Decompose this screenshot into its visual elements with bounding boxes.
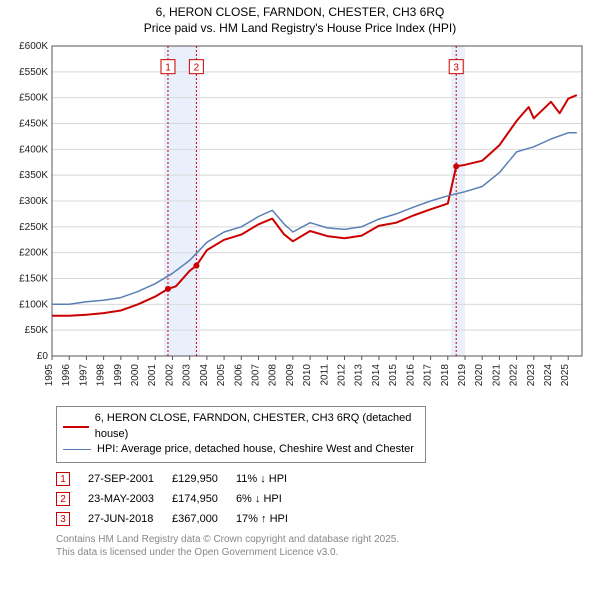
svg-text:2008: 2008	[268, 364, 279, 387]
svg-text:2016: 2016	[405, 364, 416, 387]
attribution-line-1: Contains HM Land Registry data © Crown c…	[56, 533, 592, 546]
svg-text:2012: 2012	[337, 364, 348, 387]
svg-text:2010: 2010	[302, 364, 313, 387]
svg-text:2006: 2006	[233, 364, 244, 387]
svg-text:£500K: £500K	[19, 93, 48, 104]
svg-text:2: 2	[194, 63, 200, 74]
svg-text:2023: 2023	[526, 364, 537, 387]
price-events-table: 1 27-SEP-2001£129,95011% ↓ HPI 2 23-MAY-200…	[56, 469, 306, 529]
event-delta: 6% ↓ HPI	[236, 489, 306, 509]
svg-text:£400K: £400K	[19, 145, 48, 156]
event-price: £129,950	[172, 469, 236, 489]
table-row: 1 27-SEP-2001£129,95011% ↓ HPI	[56, 469, 306, 489]
svg-text:£300K: £300K	[19, 196, 48, 207]
svg-text:2013: 2013	[354, 364, 365, 387]
svg-text:£0: £0	[37, 351, 49, 362]
svg-text:2018: 2018	[440, 364, 451, 387]
table-row: 3 27-JUN-2018£367,00017% ↑ HPI	[56, 509, 306, 529]
legend-swatch	[63, 426, 89, 428]
event-date: 23-MAY-2003	[88, 489, 172, 509]
svg-text:2003: 2003	[182, 364, 193, 387]
svg-text:2005: 2005	[216, 364, 227, 387]
svg-text:1999: 1999	[113, 364, 124, 387]
chart-legend: 6, HERON CLOSE, FARNDON, CHESTER, CH3 6R…	[56, 406, 426, 462]
svg-text:1: 1	[165, 63, 171, 74]
svg-text:2011: 2011	[319, 364, 330, 386]
event-marker: 2	[56, 492, 70, 506]
svg-text:2022: 2022	[509, 364, 520, 387]
chart-title: 6, HERON CLOSE, FARNDON, CHESTER, CH3 6R…	[8, 4, 592, 36]
svg-text:2019: 2019	[457, 364, 468, 387]
svg-text:£200K: £200K	[19, 248, 48, 259]
svg-text:£150K: £150K	[19, 274, 48, 285]
svg-text:1995: 1995	[44, 364, 55, 387]
svg-text:£600K: £600K	[19, 41, 48, 52]
title-line-2: Price paid vs. HM Land Registry's House …	[8, 20, 592, 36]
svg-text:1997: 1997	[78, 364, 89, 387]
svg-text:£550K: £550K	[19, 67, 48, 78]
event-delta: 17% ↑ HPI	[236, 509, 306, 529]
svg-text:3: 3	[453, 63, 459, 74]
svg-text:£450K: £450K	[19, 119, 48, 130]
svg-text:2020: 2020	[474, 364, 485, 387]
event-date: 27-SEP-2001	[88, 469, 172, 489]
svg-text:£50K: £50K	[25, 326, 49, 337]
title-line-1: 6, HERON CLOSE, FARNDON, CHESTER, CH3 6R…	[8, 4, 592, 20]
event-date: 27-JUN-2018	[88, 509, 172, 529]
event-price: £367,000	[172, 509, 236, 529]
svg-text:2021: 2021	[491, 364, 502, 387]
legend-item: HPI: Average price, detached house, Ches…	[63, 442, 419, 457]
svg-text:2001: 2001	[147, 364, 158, 387]
svg-text:2000: 2000	[130, 364, 141, 387]
legend-label: HPI: Average price, detached house, Ches…	[97, 442, 414, 457]
svg-text:2014: 2014	[371, 364, 382, 387]
svg-text:1996: 1996	[61, 364, 72, 387]
svg-text:2004: 2004	[199, 364, 210, 387]
svg-text:2025: 2025	[560, 364, 571, 387]
event-marker: 3	[56, 512, 70, 526]
svg-text:1998: 1998	[96, 364, 107, 387]
event-price: £174,950	[172, 489, 236, 509]
attribution-line-2: This data is licensed under the Open Gov…	[56, 546, 592, 559]
svg-text:2007: 2007	[250, 364, 261, 387]
svg-text:£100K: £100K	[19, 300, 48, 311]
svg-text:2017: 2017	[423, 364, 434, 387]
svg-text:£350K: £350K	[19, 171, 48, 182]
svg-text:2015: 2015	[388, 364, 399, 387]
svg-text:2009: 2009	[285, 364, 296, 387]
attribution-text: Contains HM Land Registry data © Crown c…	[56, 533, 592, 559]
price-chart: £0 £50K £100K £150K £200K £250K £300K £350K £400…	[8, 40, 592, 400]
svg-text:£250K: £250K	[19, 222, 48, 233]
table-row: 2 23-MAY-2003£174,9506% ↓ HPI	[56, 489, 306, 509]
legend-swatch	[63, 449, 91, 450]
legend-label: 6, HERON CLOSE, FARNDON, CHESTER, CH3 6R…	[95, 411, 419, 442]
legend-item: 6, HERON CLOSE, FARNDON, CHESTER, CH3 6R…	[63, 411, 419, 442]
event-delta: 11% ↓ HPI	[236, 469, 306, 489]
svg-text:2024: 2024	[543, 364, 554, 387]
event-marker: 1	[56, 472, 70, 486]
svg-text:2002: 2002	[164, 364, 175, 387]
